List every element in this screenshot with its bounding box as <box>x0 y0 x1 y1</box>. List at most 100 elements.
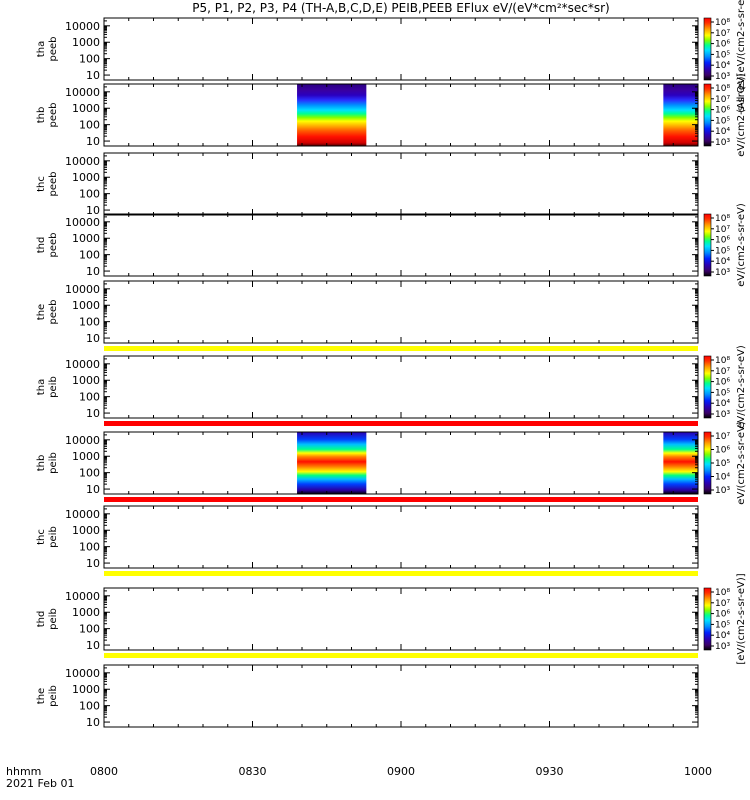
colorbar-tick-label: 10⁴ <box>715 61 730 71</box>
panel-label: thd <box>36 237 47 254</box>
colorbar-tick-label: 10⁶ <box>715 610 730 620</box>
fill-indicator-bar <box>104 497 698 502</box>
colorbar-tick-label: 10⁵ <box>715 459 730 469</box>
y-tick-label: 100 <box>79 391 100 404</box>
colorbar-tick-label: 10⁵ <box>715 620 730 630</box>
colorbar-tick-label: 10⁸ <box>715 214 730 224</box>
x-tick-label: 1000 <box>684 765 712 778</box>
colorbar-tick-label: 10⁴ <box>715 399 730 409</box>
y-tick-label: 100 <box>79 541 100 554</box>
colorbar-tick-label: 10³ <box>715 642 730 652</box>
y-tick-label: 10000 <box>65 508 100 521</box>
colorbar-tick-label: 10⁸ <box>715 84 730 94</box>
colorbar <box>703 355 712 419</box>
colorbar-tick-label: 10⁶ <box>715 40 730 50</box>
panel-label: peeb <box>48 300 59 325</box>
colorbar-tick-label: 10⁵ <box>715 50 730 60</box>
y-tick-label: 1000 <box>72 450 100 463</box>
colorbar-tick-label: 10³ <box>715 486 730 496</box>
panel-label: peeb <box>48 103 59 128</box>
colorbar-tick-label: 10⁸ <box>715 18 730 28</box>
date-label: 2021 Feb 01 <box>6 777 74 790</box>
panel-label: thc <box>36 529 47 545</box>
panel-label: thb <box>36 107 47 124</box>
colorbar <box>703 83 712 147</box>
panel-frame <box>103 213 699 277</box>
chart-title: P5, P1, P2, P3, P4 (TH-A,B,C,D,E) PEIB,P… <box>192 1 609 15</box>
y-tick-label: 1000 <box>72 232 100 245</box>
colorbar-tick-label: 10⁷ <box>715 367 730 377</box>
panel-label: peib <box>48 685 59 707</box>
colorbar-tick-label: 10⁶ <box>715 236 730 246</box>
x-axis-label: hhmm <box>6 765 41 778</box>
colorbar-tick-label: 10⁷ <box>715 432 730 442</box>
panel-frame <box>103 17 699 81</box>
y-tick-label: 10000 <box>65 283 100 296</box>
y-tick-label: 1000 <box>72 102 100 115</box>
y-tick-label: 10 <box>86 407 100 420</box>
y-tick-label: 10000 <box>65 86 100 99</box>
y-tick-label: 10000 <box>65 216 100 229</box>
y-tick-label: 10000 <box>65 434 100 447</box>
panel-label: the <box>36 304 47 320</box>
colorbar-label: eV/(cm2-s-sr-eV) <box>736 345 747 429</box>
panel-label: peib <box>48 452 59 474</box>
panel-frame <box>103 83 699 147</box>
colorbar-tick-label: 10⁶ <box>715 106 730 116</box>
fill-indicator-bar <box>104 346 698 351</box>
spectrogram-block <box>297 84 367 146</box>
spectrogram-block <box>663 432 698 494</box>
colorbar-tick-label: 10⁷ <box>715 599 730 609</box>
colorbar-tick-label: 10⁴ <box>715 257 730 267</box>
y-tick-label: 1000 <box>72 171 100 184</box>
colorbar-tick-label: 10⁶ <box>715 378 730 388</box>
y-tick-label: 10000 <box>65 20 100 33</box>
y-tick-label: 10 <box>86 716 100 729</box>
colorbar-label: eV/(cm2-s-sr-eV) <box>736 421 747 505</box>
y-tick-label: 10 <box>86 69 100 82</box>
y-tick-label: 100 <box>79 119 100 132</box>
panel-label: peib <box>48 608 59 630</box>
panel-label: peeb <box>48 233 59 258</box>
panel-label: thd <box>36 611 47 628</box>
colorbar-tick-label: 10³ <box>715 410 730 420</box>
colorbar-tick-label: 10⁵ <box>715 246 730 256</box>
x-tick-label: 0830 <box>239 765 267 778</box>
fill-indicator-bar <box>104 421 698 426</box>
y-tick-label: 10000 <box>65 667 100 680</box>
panel-label: thc <box>36 176 47 192</box>
colorbar-tick-label: 10⁷ <box>715 225 730 235</box>
y-tick-label: 10 <box>86 265 100 278</box>
y-tick-label: 10 <box>86 483 100 496</box>
colorbar-tick-label: 10⁸ <box>715 588 730 598</box>
fill-indicator-bar <box>104 653 698 658</box>
colorbar-tick-label: 10⁴ <box>715 127 730 137</box>
y-tick-label: 10 <box>86 639 100 652</box>
y-tick-label: 1000 <box>72 683 100 696</box>
y-tick-label: 10 <box>86 557 100 570</box>
panel-frame <box>103 587 699 651</box>
panel-frame <box>103 431 699 495</box>
panel-label: peeb <box>48 172 59 197</box>
colorbar <box>703 17 712 81</box>
y-tick-label: 100 <box>79 700 100 713</box>
colorbar <box>703 213 712 277</box>
panel-frame <box>103 505 699 569</box>
colorbar-label: [eV/(cm2-s-sr-eV)] <box>736 573 747 664</box>
x-tick-label: 0930 <box>536 765 564 778</box>
y-tick-label: 100 <box>79 623 100 636</box>
y-tick-label: 10000 <box>65 155 100 168</box>
x-tick-label: 0900 <box>387 765 415 778</box>
y-tick-label: 10 <box>86 204 100 217</box>
panel-label: peib <box>48 526 59 548</box>
y-tick-label: 100 <box>79 53 100 66</box>
y-tick-label: 10000 <box>65 358 100 371</box>
colorbar-tick-label: 10⁴ <box>715 631 730 641</box>
spectrogram-block <box>297 432 367 494</box>
colorbar-tick-label: 10⁷ <box>715 95 730 105</box>
colorbar <box>703 431 712 495</box>
y-tick-label: 10000 <box>65 590 100 603</box>
colorbar-tick-label: 10⁸ <box>715 356 730 366</box>
panel-frame <box>103 280 699 344</box>
